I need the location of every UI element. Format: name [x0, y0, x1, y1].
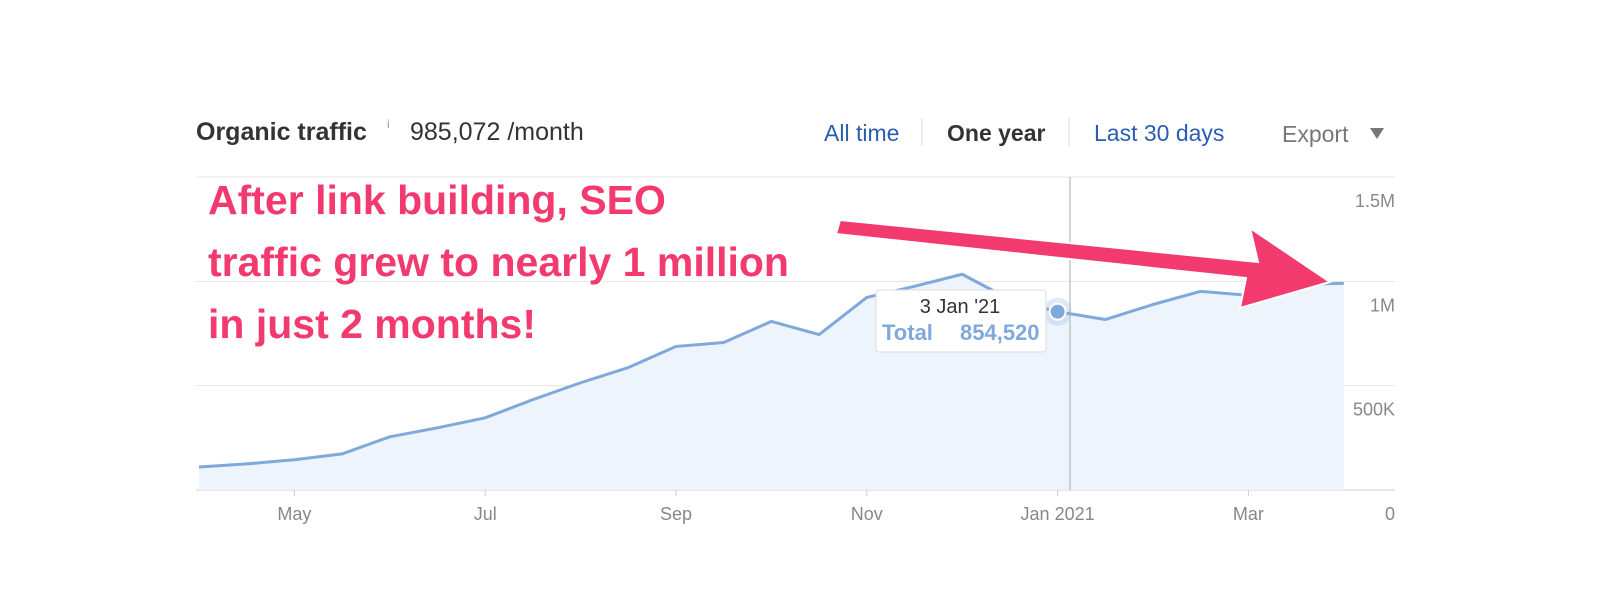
tooltip-label: Total [882, 320, 933, 345]
x-tick-label: Jan 2021 [1021, 504, 1095, 524]
x-tick-label: May [277, 504, 311, 524]
y-tick-label: 0 [1385, 504, 1395, 524]
info-icon[interactable]: i [387, 117, 390, 131]
area [199, 274, 1344, 490]
annotation-line: After link building, SEO [208, 177, 666, 223]
tooltip-value: 854,520 [960, 320, 1040, 345]
y-tick-label: 1.5M [1355, 191, 1395, 211]
traffic-value: 985,072 /month [410, 118, 584, 146]
hover-point [1048, 302, 1067, 321]
x-tick-label: Nov [851, 504, 883, 524]
y-tick-label: 500K [1353, 400, 1395, 420]
tab-active[interactable]: One year [947, 120, 1045, 146]
annotation-line: in just 2 months! [208, 301, 536, 347]
tooltip-box [875, 289, 1047, 353]
annotation-line: traffic grew to nearly 1 million [208, 239, 789, 285]
plot: 0 500K 1M 1.5M May Jul Sep Nov Jan 2021 Mar [196, 176, 1395, 524]
chart-title: Organic traffic [196, 118, 367, 146]
export-button[interactable]: Export [1282, 121, 1349, 147]
tooltip-date: 3 Jan '21 [920, 296, 1001, 318]
line [198, 272, 1344, 469]
tab[interactable]: All time [824, 120, 899, 146]
x-tick-label: Jul [474, 504, 497, 524]
y-tick-label: 1M [1370, 295, 1395, 315]
annotation: After link building, SEO traffic grew to… [207, 176, 1333, 349]
arrow [834, 218, 1333, 310]
x-tick-label: Mar [1233, 504, 1264, 524]
x-tick-label: Sep [660, 504, 692, 524]
export-caret[interactable] [1370, 128, 1384, 139]
tab[interactable]: Last 30 days [1094, 120, 1224, 146]
